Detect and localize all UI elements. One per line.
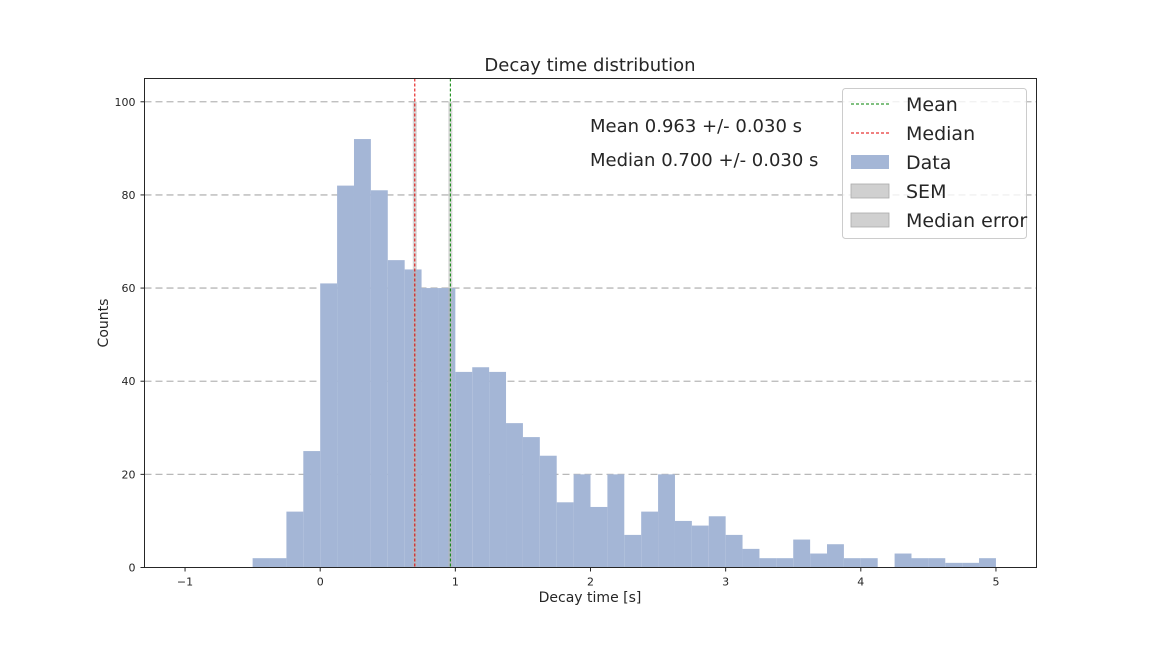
legend-sem-swatch bbox=[850, 183, 890, 199]
histogram-bar bbox=[641, 511, 659, 568]
y-tick-label: 40 bbox=[122, 375, 136, 388]
histogram-bar bbox=[945, 562, 963, 568]
x-tick-label: 4 bbox=[857, 576, 864, 589]
legend-frame bbox=[842, 88, 1027, 239]
x-tick-label: 5 bbox=[992, 576, 999, 589]
x-tick-label: 3 bbox=[722, 576, 729, 589]
histogram-bar bbox=[472, 367, 490, 568]
histogram-bar bbox=[607, 474, 625, 568]
histogram-bar bbox=[303, 451, 321, 568]
legend: Mean Median Data SEM Median error bbox=[842, 88, 1027, 239]
histogram-bar bbox=[522, 437, 540, 568]
histogram-bar bbox=[624, 534, 642, 568]
histogram-bar bbox=[421, 288, 439, 568]
histogram-bar bbox=[337, 185, 354, 568]
legend-median-error-label: Median error bbox=[906, 210, 1027, 232]
histogram-bar bbox=[928, 558, 946, 568]
legend-sem-label: SEM bbox=[906, 181, 946, 203]
legend-data-label: Data bbox=[906, 152, 951, 174]
median-annotation: Median 0.700 +/- 0.030 s bbox=[590, 150, 818, 171]
legend-median-error-swatch bbox=[850, 212, 890, 228]
histogram-bar bbox=[539, 455, 557, 568]
histogram-bar bbox=[776, 558, 794, 568]
y-tick-label: 100 bbox=[115, 96, 136, 109]
mean-annotation: Mean 0.963 +/- 0.030 s bbox=[590, 116, 802, 137]
histogram-bar bbox=[827, 544, 844, 568]
histogram-bar bbox=[979, 558, 996, 568]
histogram-bar bbox=[793, 539, 811, 568]
histogram-bar bbox=[691, 525, 709, 568]
histogram-bar bbox=[658, 474, 675, 568]
histogram-bar bbox=[759, 558, 777, 568]
y-tick-label: 0 bbox=[129, 562, 136, 575]
histogram-bar bbox=[353, 139, 371, 568]
histogram-bar bbox=[573, 474, 591, 568]
histogram-bar bbox=[556, 502, 574, 568]
histogram-bar bbox=[370, 190, 388, 568]
histogram-bar bbox=[894, 553, 912, 568]
x-tick-label: −1 bbox=[177, 576, 193, 589]
x-axis-label: Decay time [s] bbox=[539, 590, 642, 606]
histogram-bar bbox=[810, 553, 828, 568]
chart-title: Decay time distribution bbox=[484, 55, 695, 76]
histogram-bar bbox=[708, 516, 726, 568]
histogram-bar bbox=[843, 558, 861, 568]
y-axis-label: Counts bbox=[96, 299, 112, 348]
histogram-bar bbox=[320, 283, 338, 568]
y-tick-label: 20 bbox=[122, 468, 136, 481]
legend-data-swatch bbox=[851, 155, 889, 169]
histogram-bar bbox=[674, 520, 692, 568]
histogram-bar bbox=[387, 260, 405, 568]
histogram-bar bbox=[860, 558, 878, 568]
legend-mean-label: Mean bbox=[906, 94, 958, 116]
histogram-bar bbox=[252, 558, 270, 568]
histogram-bar bbox=[742, 548, 760, 568]
y-axis-ticks: 0 20 40 60 80 100 bbox=[115, 96, 145, 575]
x-tick-label: 0 bbox=[317, 576, 324, 589]
histogram-bar bbox=[962, 562, 980, 568]
y-tick-label: 60 bbox=[122, 282, 136, 295]
x-axis-ticks: −1 0 1 2 3 4 5 bbox=[177, 567, 999, 589]
histogram-bar bbox=[590, 506, 608, 568]
reference-lines bbox=[414, 78, 451, 568]
legend-median-label: Median bbox=[906, 123, 975, 145]
histogram-bar bbox=[911, 558, 929, 568]
histogram-bar bbox=[725, 534, 743, 568]
histogram-bar bbox=[455, 371, 473, 568]
histogram-bar bbox=[286, 511, 304, 568]
histogram-bar bbox=[489, 371, 507, 568]
x-tick-label: 2 bbox=[587, 576, 594, 589]
x-tick-label: 1 bbox=[452, 576, 459, 589]
histogram-bar bbox=[438, 288, 456, 568]
histogram-bar bbox=[269, 558, 287, 568]
histogram-bar bbox=[506, 423, 523, 568]
y-tick-label: 80 bbox=[122, 189, 136, 202]
